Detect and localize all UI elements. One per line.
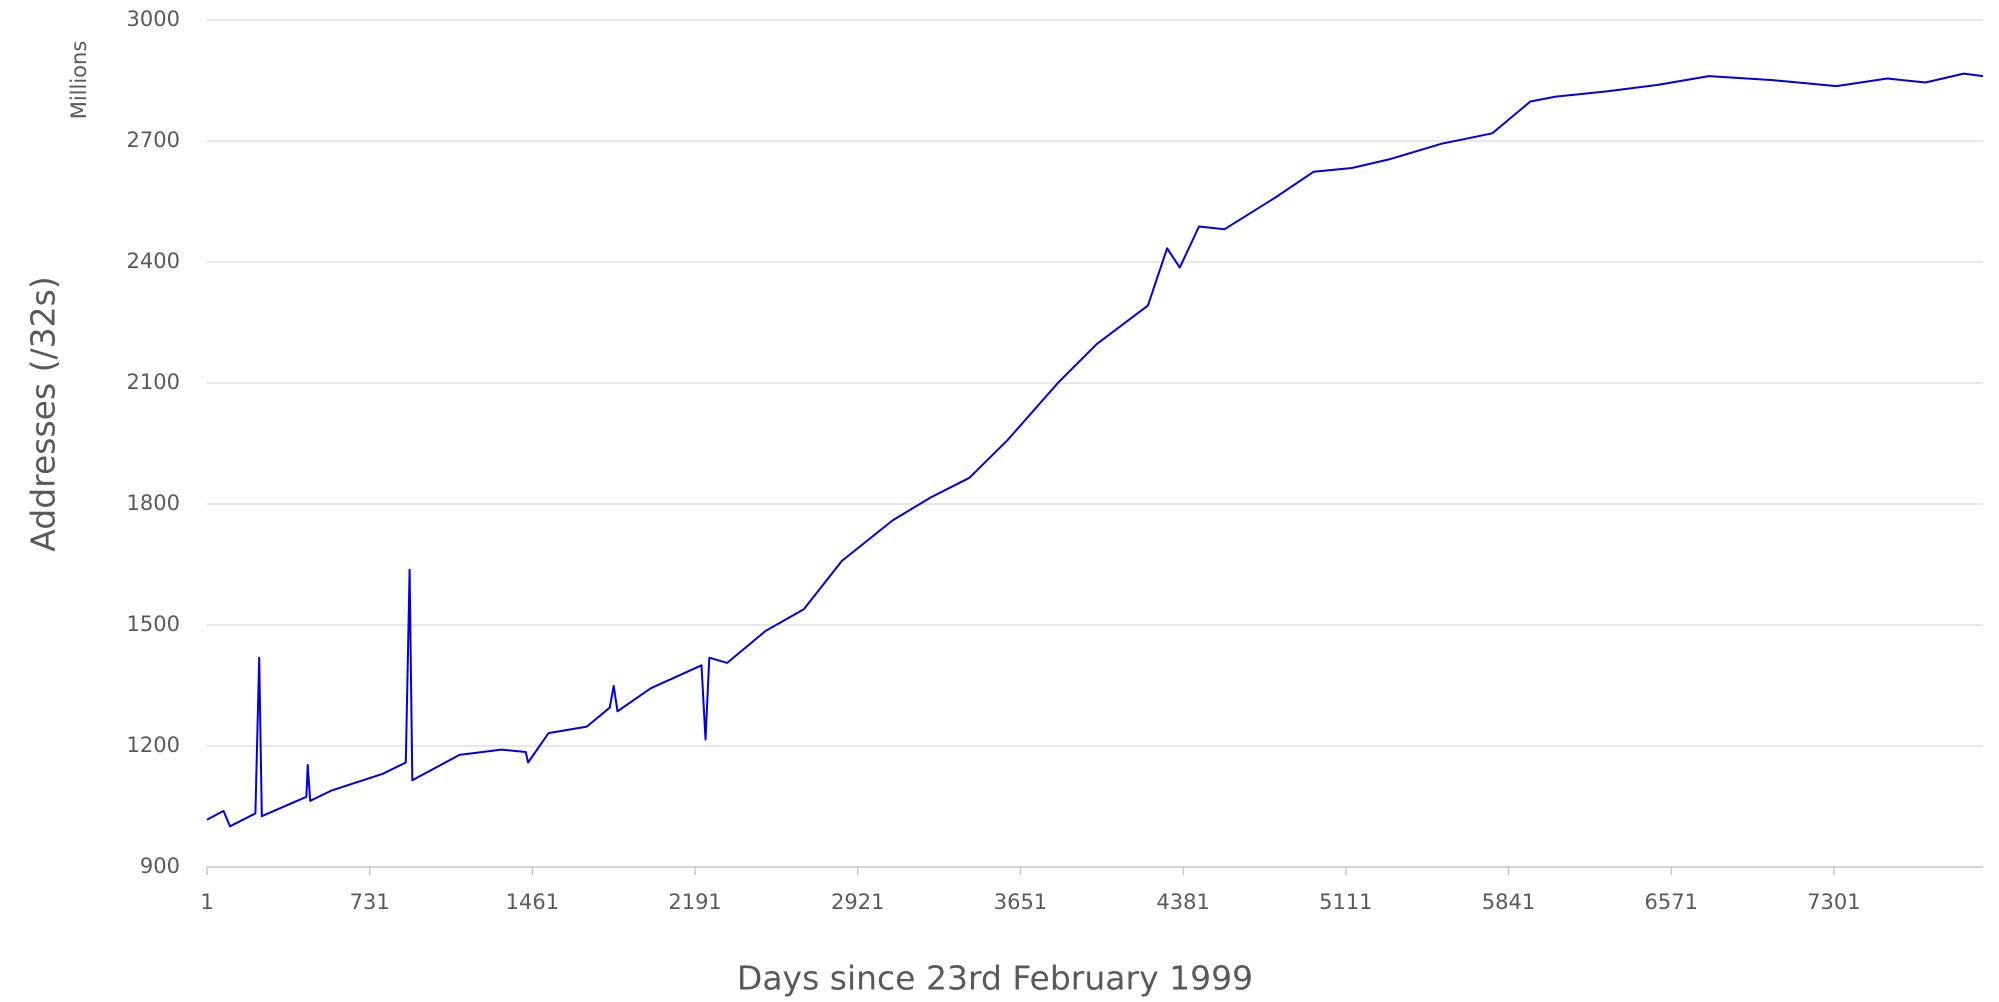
y-tick-label: 900 — [140, 854, 180, 878]
y-axis-title: Addresses (/32s) — [24, 276, 63, 551]
y-tick-label: 2700 — [127, 128, 180, 152]
x-tick-label: 7301 — [1807, 890, 1860, 914]
x-tick-label: 6571 — [1644, 890, 1697, 914]
x-tick-label: 1461 — [506, 890, 559, 914]
data-line — [206, 72, 1984, 828]
x-tick-label: 5841 — [1482, 890, 1535, 914]
y-tick-label: 2400 — [127, 249, 180, 273]
x-tick-label: 1 — [200, 890, 213, 914]
y-tick-label: 1800 — [127, 491, 180, 515]
x-tick-label: 5111 — [1319, 890, 1372, 914]
x-axis-title: Days since 23rd February 1999 — [737, 959, 1253, 998]
y-tick-label: 1200 — [127, 733, 180, 757]
x-tick-label: 3651 — [994, 890, 1047, 914]
x-tick-label: 731 — [350, 890, 390, 914]
x-tick-label: 4381 — [1156, 890, 1209, 914]
y-tick-label: 2100 — [127, 370, 180, 394]
x-tick-label: 2921 — [831, 890, 884, 914]
y-tick-label: 1500 — [127, 612, 180, 636]
y-tick-label: 3000 — [127, 7, 180, 31]
y-unit: Millions — [67, 41, 91, 120]
x-tick-label: 2191 — [668, 890, 721, 914]
